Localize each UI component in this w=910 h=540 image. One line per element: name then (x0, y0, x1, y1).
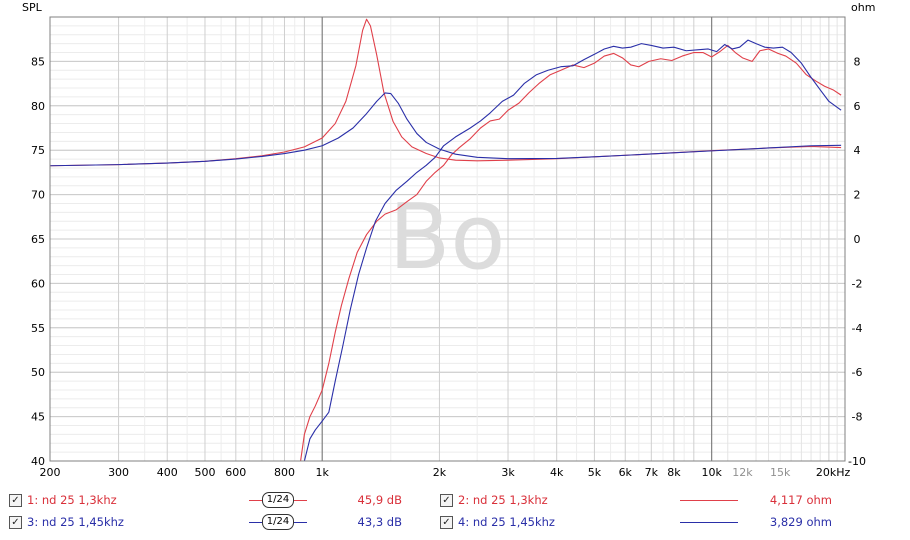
x-tick-label: 12k (732, 466, 753, 479)
y2-axis-label: ohm (851, 1, 875, 14)
legend: ✓ 1: nd 25 1,3khz 1/24 45,9 dB ✓ 2: nd 2… (0, 488, 910, 540)
y2-tick-label: -8 (852, 411, 863, 424)
smoothing-control[interactable]: 1/24 (249, 514, 307, 530)
y2-tick-label: 0 (854, 233, 861, 246)
y-tick-label: 40 (31, 455, 45, 468)
legend-row: ✓ 1: nd 25 1,3khz 1/24 45,9 dB ✓ 2: nd 2… (0, 492, 910, 512)
series-1-checkbox[interactable]: ✓ (9, 494, 22, 507)
x-tick-label: 500 (194, 466, 215, 479)
series-2-swatch (680, 500, 738, 501)
series-2-label: 2: nd 25 1,3khz (458, 493, 548, 507)
series-2-checkbox[interactable]: ✓ (440, 494, 453, 507)
series-4-value: 3,829 ohm (769, 515, 832, 529)
y-tick-label: 45 (31, 411, 45, 424)
x-tick-label: 200 (40, 466, 61, 479)
axes: 40 45 50 55 60 65 70 75 80 85 -10 -8 -6 -4 -2 0 2 4 6 8 200 3… (31, 16, 866, 479)
x-tick-label: 8k (667, 466, 681, 479)
smoothing-value: 1/24 (262, 514, 294, 530)
x-tick-label: 7k (645, 466, 659, 479)
x-tick-label: 4k (550, 466, 564, 479)
y2-tick-label: 4 (854, 144, 861, 157)
y-tick-label: 50 (31, 366, 45, 379)
y-tick-label: 80 (31, 100, 45, 113)
y-tick-label: 85 (31, 55, 45, 68)
grid (50, 17, 845, 461)
y-tick-label: 55 (31, 322, 45, 335)
y2-tick-label: -6 (852, 366, 863, 379)
series-3-checkbox[interactable]: ✓ (9, 516, 22, 529)
series-3-value: 43,3 dB (357, 515, 402, 529)
y-tick-label: 60 (31, 277, 45, 290)
plot-border (49, 16, 846, 462)
y2-tick-label: -2 (852, 277, 863, 290)
y2-tick-label: 2 (854, 189, 861, 202)
y2-tick-label: 6 (854, 100, 861, 113)
y2-tick-label: 8 (854, 55, 861, 68)
x-tick-label: 800 (274, 466, 295, 479)
x-tick-label: 6k (619, 466, 633, 479)
series-4-checkbox[interactable]: ✓ (440, 516, 453, 529)
x-tick-label: 300 (108, 466, 129, 479)
x-tick-label: 2k (433, 466, 447, 479)
series-line-4 (50, 92, 842, 167)
x-tick-label: 15k (770, 466, 791, 479)
x-tick-label: 10k (701, 466, 722, 479)
x-tick-label: 1k (316, 466, 330, 479)
y-tick-label: 65 (31, 233, 45, 246)
series-layer (50, 18, 842, 461)
y-tick-label: 75 (31, 144, 45, 157)
y-tick-label: 70 (31, 189, 45, 202)
series-3-label: 3: nd 25 1,45khz (27, 515, 124, 529)
y2-tick-label: -10 (848, 455, 866, 468)
series-4-swatch (680, 522, 738, 523)
smoothing-control[interactable]: 1/24 (249, 492, 307, 508)
legend-row: ✓ 3: nd 25 1,45khz 1/24 43,3 dB ✓ 4: nd … (0, 514, 910, 534)
watermark: Bo (389, 185, 506, 290)
series-4-label: 4: nd 25 1,45khz (458, 515, 555, 529)
x-tick-label: 400 (157, 466, 178, 479)
y-axis-label: SPL (22, 1, 43, 14)
x-tick-label: 3k (501, 466, 515, 479)
series-line-1 (300, 44, 842, 461)
series-2-value: 4,117 ohm (769, 493, 832, 507)
series-line-3 (303, 39, 842, 461)
x-tick-label: 5k (588, 466, 602, 479)
smoothing-value: 1/24 (262, 492, 294, 508)
y2-tick-label: -4 (852, 322, 863, 335)
series-1-label: 1: nd 25 1,3khz (27, 493, 117, 507)
x-tick-label: 20kHz (816, 466, 851, 479)
x-tick-label: 600 (225, 466, 246, 479)
series-1-value: 45,9 dB (357, 493, 402, 507)
frequency-response-chart: Bo 40 45 50 55 60 65 70 75 80 85 -10 -8 -6 -4 -2 0 2 4 6 8 2… (22, 1, 875, 479)
